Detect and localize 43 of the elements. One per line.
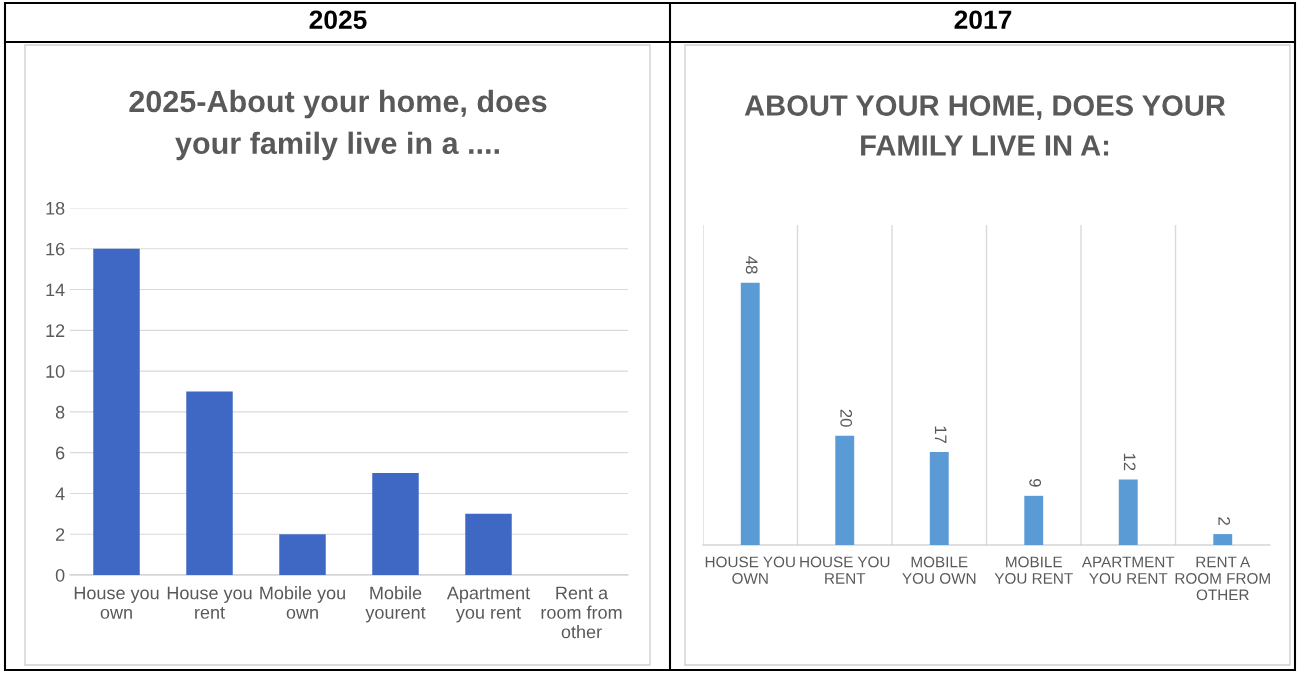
x-tick-label: HOUSE YOU RENT — [800, 556, 890, 584]
bar — [740, 282, 760, 545]
data-label: 20 — [840, 409, 853, 427]
bar — [186, 391, 233, 575]
bar — [1024, 495, 1044, 545]
x-tick-label: Mobile yourent — [365, 586, 426, 623]
chart-title: ABOUT YOUR HOME, DOES YOUR FAMILY LIVE IN A: — [744, 95, 1226, 156]
chart-title: 2025-About your home, does your family live in a .... — [129, 89, 547, 161]
y-tick-label: 10 — [46, 365, 65, 378]
y-tick-label: 16 — [46, 242, 65, 256]
data-label: 12 — [1123, 453, 1136, 471]
data-label: 17 — [934, 426, 947, 443]
data-label: 48 — [745, 256, 758, 274]
x-tick-label: HOUSE YOU OWN — [705, 556, 795, 584]
bar — [372, 473, 419, 575]
y-tick-label: 18 — [46, 201, 65, 215]
x-tick-label: APARTMENT YOU RENT — [1081, 556, 1175, 584]
data-label: 9 — [1029, 479, 1042, 487]
y-tick-label: 6 — [56, 446, 65, 460]
chart-subtitle: 2025 — [309, 10, 367, 30]
x-tick-label: Mobile you own — [260, 586, 345, 619]
y-tick-label: 2 — [56, 528, 65, 541]
x-tick-label: House you own — [74, 586, 159, 619]
bar — [835, 435, 855, 545]
x-tick-label: Rent a room from other — [541, 586, 622, 639]
bar — [93, 248, 140, 575]
x-tick-label: RENT A ROOM FROM OTHER — [1175, 556, 1270, 601]
bar — [465, 513, 512, 575]
y-tick-label: 0 — [55, 568, 65, 582]
bar — [1213, 534, 1233, 545]
y-tick-label: 4 — [55, 487, 65, 500]
bar — [1118, 479, 1138, 545]
x-tick-label: MOBILE YOU OWN — [902, 556, 976, 584]
x-tick-label: House you rent — [167, 586, 252, 619]
data-label: 2 — [1218, 517, 1231, 525]
x-tick-label: MOBILE YOU RENT — [994, 556, 1073, 584]
y-tick-label: 8 — [55, 405, 65, 419]
bar — [279, 534, 326, 575]
y-tick-label: 14 — [46, 283, 65, 297]
bar — [929, 452, 949, 545]
y-tick-label: 12 — [46, 324, 65, 337]
chart-subtitle: 2017 — [954, 10, 1012, 30]
x-tick-label: Apartment you rent — [446, 586, 531, 623]
